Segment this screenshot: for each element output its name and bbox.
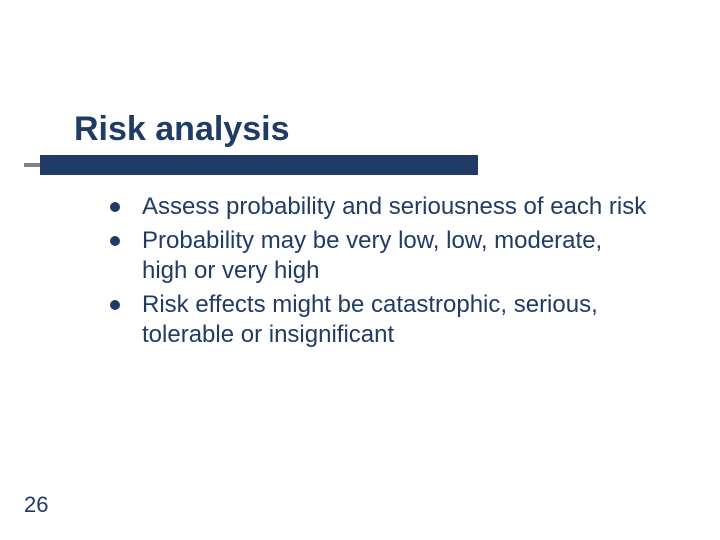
bullet-text: Risk effects might be catastrophic, seri… xyxy=(142,290,650,350)
bullet-list: Assess probability and seriousness of ea… xyxy=(110,192,650,354)
list-item: Risk effects might be catastrophic, seri… xyxy=(110,290,650,350)
bullet-icon xyxy=(110,202,120,212)
slide: Risk analysis Assess probability and ser… xyxy=(0,0,720,540)
list-item: Probability may be very low, low, modera… xyxy=(110,226,650,286)
bullet-text: Assess probability and seriousness of ea… xyxy=(142,192,650,222)
page-number: 26 xyxy=(24,492,48,518)
slide-title: Risk analysis xyxy=(74,110,289,149)
list-item: Assess probability and seriousness of ea… xyxy=(110,192,650,222)
bullet-icon xyxy=(110,300,120,310)
title-underline-bar xyxy=(40,155,478,175)
bullet-text: Probability may be very low, low, modera… xyxy=(142,226,650,286)
bullet-icon xyxy=(110,236,120,246)
